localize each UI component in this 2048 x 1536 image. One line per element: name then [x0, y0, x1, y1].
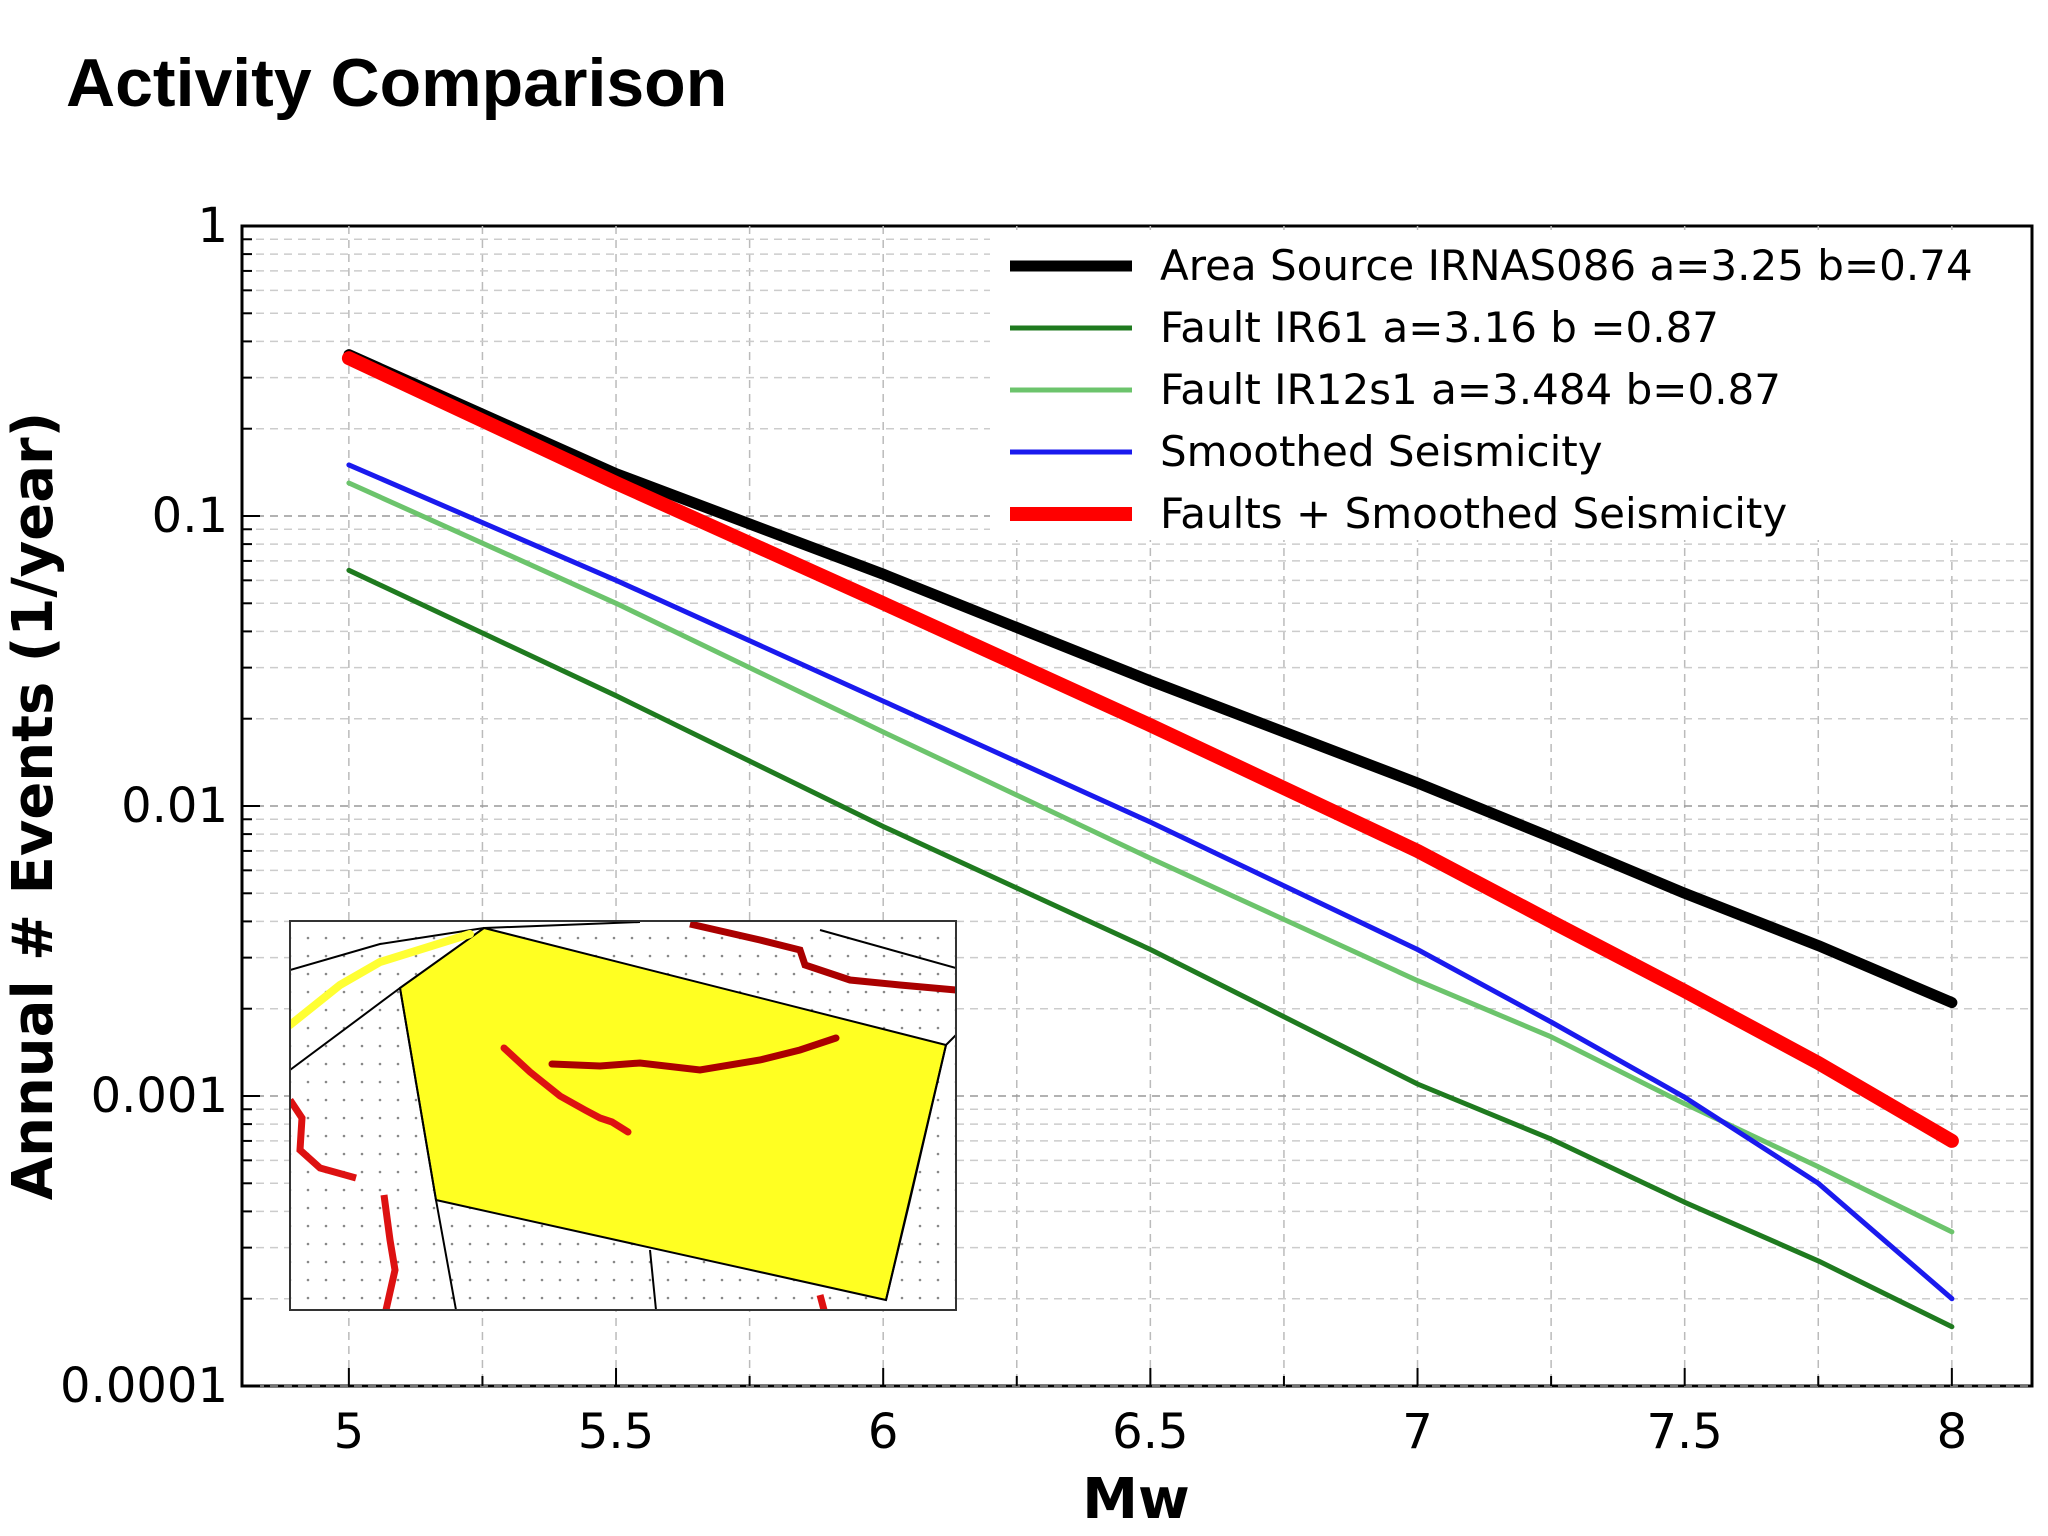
series-line-area-source	[343, 349, 1958, 1009]
inset-fault-southwest	[380, 1194, 399, 1310]
legend-background	[990, 230, 2030, 540]
inset-frame	[289, 920, 957, 1311]
legend-label: Fault IR12s1 a=3.484 b=0.87	[1160, 365, 1781, 414]
x-tick-label: 8	[1937, 1404, 1968, 1460]
series-line-fault-ir61	[346, 567, 1955, 1330]
series-line-combined	[341, 351, 1959, 1148]
legend-label: Fault IR61 a=3.16 b =0.87	[1160, 303, 1719, 352]
y-tick-label: 1	[197, 198, 228, 254]
x-tick-label: 5.5	[578, 1404, 654, 1460]
y-tick-label: 0.1	[152, 488, 228, 544]
series-line-fault-ir12s1	[346, 480, 1955, 1235]
y-tick-label: 0.001	[91, 1068, 228, 1124]
inset-fault-ir12s1	[548, 1034, 840, 1074]
legend-label: Faults + Smoothed Seismicity	[1160, 489, 1787, 538]
x-tick-label: 5	[334, 1404, 365, 1460]
inset-zone-boundaries	[290, 921, 956, 1310]
inset-fault-yellow	[290, 930, 474, 1029]
slide-title: Activity Comparison	[66, 45, 728, 121]
x-tick-label: 7.5	[1647, 1404, 1723, 1460]
legend-label: Area Source IRNAS086 a=3.25 b=0.74	[1160, 241, 1973, 290]
x-tick-label: 6	[868, 1404, 899, 1460]
inset-fault-ir61	[500, 1044, 632, 1136]
legend: Area Source IRNAS086 a=3.25 b=0.74 Fault …	[990, 230, 2030, 540]
inset-fault-south	[816, 1294, 828, 1310]
inset-fault-west	[290, 1098, 357, 1182]
y-axis-title: Annual # Events (1/year)	[1, 412, 66, 1201]
axis-ticks: 5 5.5 6 6.5 7 7.5 8 1 0.1 0.01 0.001 0.0001	[60, 198, 1967, 1460]
slide-header	[0, 0, 2048, 180]
x-tick-label: 7	[1402, 1404, 1433, 1460]
y-tick-label: 0.0001	[60, 1358, 228, 1414]
seismic-source-map-icon	[289, 920, 957, 1311]
series-line-smoothed	[346, 462, 1955, 1302]
y-tick-label: 0.01	[121, 778, 228, 834]
x-tick-label: 6.5	[1112, 1404, 1188, 1460]
x-axis-title: Mw	[1082, 1467, 1189, 1532]
series-lines	[341, 349, 1959, 1330]
inset-fault-north	[689, 921, 956, 994]
legend-label: Smoothed Seismicity	[1160, 427, 1603, 476]
